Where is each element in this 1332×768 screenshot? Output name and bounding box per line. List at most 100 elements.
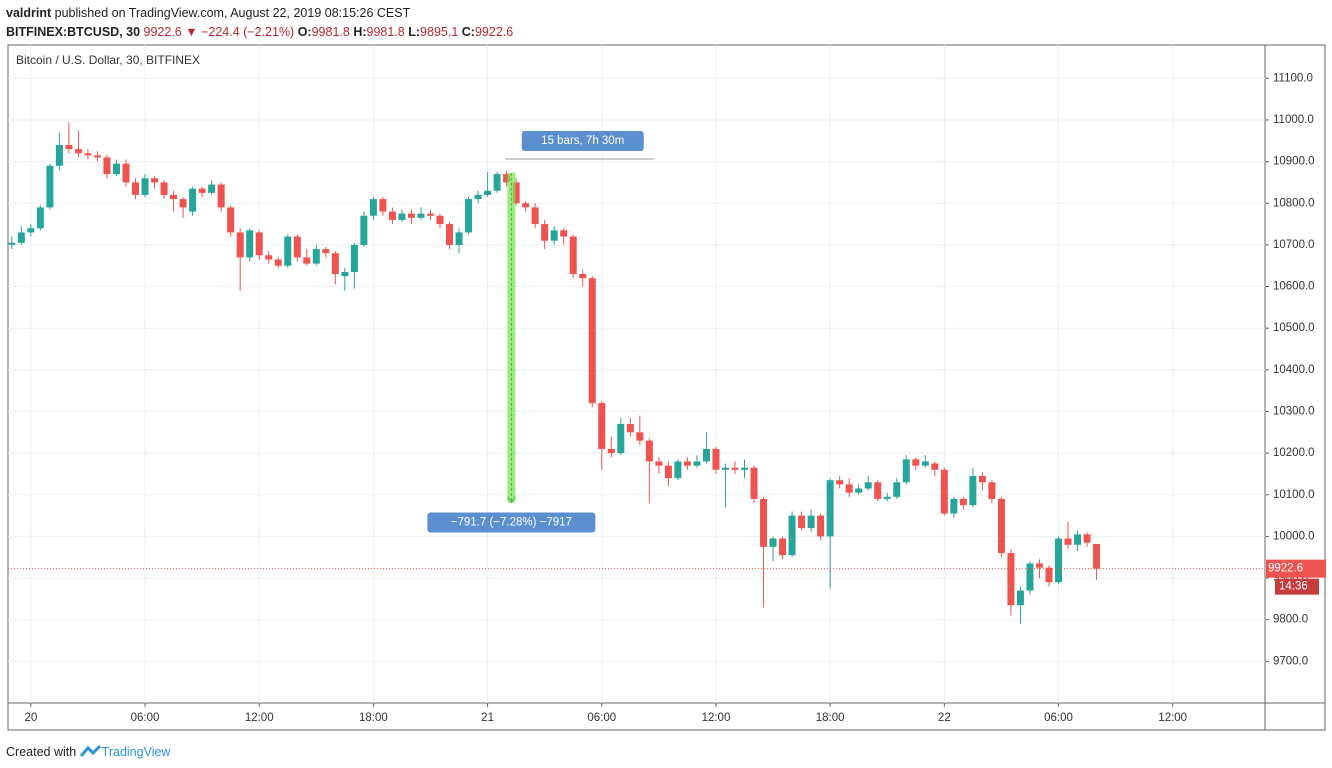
candle-body [1045,567,1053,583]
grid [8,45,1265,703]
candle-body [379,199,387,212]
candle-body [388,211,396,220]
candle-body [122,163,130,183]
candle-body [112,163,120,175]
candle-body [826,480,834,537]
y-tick-label: 10400.0 [1273,364,1315,376]
x-tick-label: 12:00 [245,712,274,724]
o-value: 9981.8 [311,25,350,39]
candle-body [398,213,406,220]
x-tick-label: 21 [481,712,494,724]
measure-arrow [506,496,516,504]
candle-body [817,515,825,537]
candle-body [988,482,996,499]
published: published on TradingView.com, August 22,… [54,6,411,20]
candle-body [1074,534,1082,545]
candle-body [369,199,377,216]
candle-body [598,403,606,449]
candle-body [208,184,216,193]
candle-body [902,459,910,483]
candle-body [750,467,758,499]
candle-body [655,461,663,466]
candle-body [8,242,16,245]
candle-body [864,482,872,489]
bars-label-box [521,131,644,151]
y-tick-label: 11000.0 [1273,114,1314,126]
y-tick-label: 11100.0 [1273,72,1313,84]
candle-body [265,255,273,260]
x-tick-label: 18:00 [359,712,388,724]
created: Created with [6,745,77,759]
candle-body [1083,534,1091,543]
candle-body [293,236,301,258]
chart-title: Bitcoin / U.S. Dollar, 30, BITFINEX [16,53,200,67]
candle-body [160,182,168,195]
y-tick-label: 10900.0 [1273,156,1315,168]
candle-body [702,448,710,462]
candle-body [731,467,739,470]
candle-body [912,459,920,466]
change-label-box [427,512,596,533]
candle-body [426,213,434,216]
last-price-label: 9922.6 [1268,563,1303,575]
candle-body [46,165,54,208]
countdown-box [1275,578,1319,595]
y-tick-label: 9800.0 [1273,614,1308,626]
x-tick-label: 06:00 [131,712,160,724]
candle-body [436,215,444,225]
candle-body [446,224,454,245]
candle-body [779,538,787,556]
candle-body [893,482,901,497]
candle-body [493,174,501,191]
candle-body [883,496,891,499]
candle-body [579,274,587,279]
candle-body [760,498,768,547]
candle-body [360,215,368,245]
candle-body [560,230,568,237]
countdown-label: 14:36 [1279,581,1308,593]
candle-body [132,182,140,195]
candle-body [683,461,691,466]
x-tick-label: 06:00 [1044,712,1073,724]
candle-body [741,467,749,470]
candle-body [855,488,863,493]
measure-range [507,172,516,503]
candle-body [607,448,615,454]
y-tick-label: 10800.0 [1273,197,1315,209]
candle-body [845,484,853,493]
candle-body [959,498,967,506]
x-tick-label: 22 [938,712,951,724]
candle-body [189,188,197,212]
change-label: −791.7 (−7.28%) −7917 [451,517,572,529]
candle-body [350,244,358,272]
candle-body [1035,563,1043,568]
x-tick-label: 12:00 [702,712,731,724]
candle-body [179,199,187,208]
candle-body [1026,563,1034,591]
last: 9922.6 [143,25,182,39]
candle-body [65,144,73,150]
candle-body [721,467,729,470]
y-tick-label: 10200.0 [1273,447,1315,459]
candle-body [969,476,977,506]
last-price-box [1266,559,1326,578]
candle-body [940,469,948,514]
candle-body [465,199,473,233]
candles [8,122,1101,624]
y-tick-label: 10000.0 [1273,530,1315,542]
y-tick-label: 9700.0 [1273,655,1308,667]
candle-body [617,423,625,454]
footer: Created with TradingView [6,742,170,759]
candle-body [84,153,92,156]
candle-body [626,423,634,433]
y-tick-label: 10700.0 [1273,239,1315,251]
candle-body [645,440,653,462]
change: ▼ −224.4 (−2.21%) [185,25,295,39]
header-line-1: valdrint published on TradingView.com, A… [6,4,513,23]
candle-body [236,232,244,258]
brand: TradingView [101,745,171,759]
logo [79,744,101,757]
candle-body [246,230,254,258]
candle-body [217,184,225,208]
